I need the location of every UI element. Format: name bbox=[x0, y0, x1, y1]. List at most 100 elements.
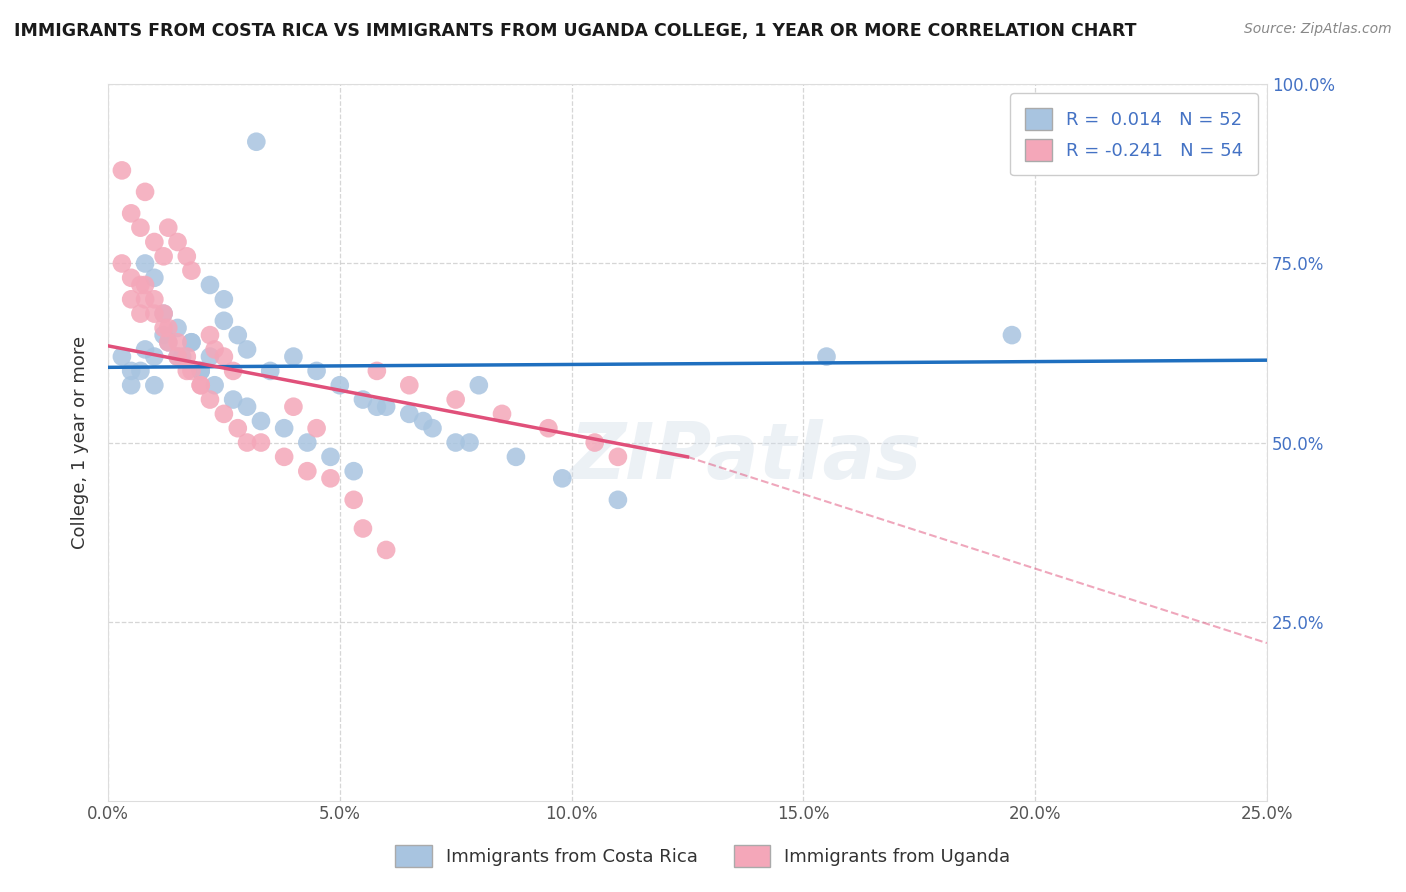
Point bbox=[273, 450, 295, 464]
Point bbox=[152, 321, 174, 335]
Point bbox=[157, 321, 180, 335]
Point bbox=[412, 414, 434, 428]
Point bbox=[157, 335, 180, 350]
Point bbox=[190, 378, 212, 392]
Point bbox=[180, 364, 202, 378]
Point bbox=[166, 335, 188, 350]
Point bbox=[305, 421, 328, 435]
Point bbox=[245, 135, 267, 149]
Point bbox=[172, 350, 194, 364]
Y-axis label: College, 1 year or more: College, 1 year or more bbox=[72, 336, 89, 549]
Point bbox=[366, 400, 388, 414]
Point bbox=[120, 270, 142, 285]
Point bbox=[166, 350, 188, 364]
Point bbox=[375, 543, 398, 558]
Point bbox=[204, 378, 226, 392]
Point bbox=[606, 450, 628, 464]
Point bbox=[120, 378, 142, 392]
Point bbox=[157, 335, 180, 350]
Point bbox=[444, 392, 467, 407]
Point bbox=[398, 407, 420, 421]
Point bbox=[366, 364, 388, 378]
Point bbox=[398, 378, 420, 392]
Point bbox=[129, 220, 152, 235]
Point bbox=[152, 328, 174, 343]
Point bbox=[283, 350, 305, 364]
Point bbox=[152, 307, 174, 321]
Point bbox=[134, 256, 156, 270]
Point bbox=[458, 435, 481, 450]
Point bbox=[157, 220, 180, 235]
Point bbox=[152, 249, 174, 263]
Point bbox=[343, 464, 366, 478]
Point bbox=[583, 435, 606, 450]
Point bbox=[143, 270, 166, 285]
Point bbox=[152, 307, 174, 321]
Point bbox=[491, 407, 513, 421]
Point bbox=[176, 350, 198, 364]
Point bbox=[329, 378, 352, 392]
Point bbox=[352, 521, 374, 535]
Point bbox=[222, 364, 245, 378]
Point bbox=[129, 364, 152, 378]
Point bbox=[551, 471, 574, 485]
Point bbox=[134, 277, 156, 292]
Point bbox=[422, 421, 444, 435]
Point bbox=[305, 364, 328, 378]
Point bbox=[190, 378, 212, 392]
Point bbox=[180, 335, 202, 350]
Point bbox=[236, 343, 259, 357]
Point bbox=[375, 400, 398, 414]
Point bbox=[111, 256, 134, 270]
Point bbox=[236, 435, 259, 450]
Point bbox=[212, 407, 235, 421]
Point bbox=[129, 277, 152, 292]
Point bbox=[198, 350, 221, 364]
Point bbox=[606, 492, 628, 507]
Point bbox=[505, 450, 527, 464]
Point bbox=[166, 350, 188, 364]
Point bbox=[134, 293, 156, 307]
Point bbox=[204, 343, 226, 357]
Text: Source: ZipAtlas.com: Source: ZipAtlas.com bbox=[1244, 22, 1392, 37]
Point bbox=[468, 378, 491, 392]
Point bbox=[212, 314, 235, 328]
Point bbox=[352, 392, 374, 407]
Point bbox=[143, 378, 166, 392]
Point bbox=[236, 400, 259, 414]
Point bbox=[283, 400, 305, 414]
Point bbox=[212, 293, 235, 307]
Point bbox=[297, 435, 319, 450]
Point bbox=[111, 163, 134, 178]
Legend: R =  0.014   N = 52, R = -0.241   N = 54: R = 0.014 N = 52, R = -0.241 N = 54 bbox=[1011, 94, 1258, 176]
Point bbox=[444, 435, 467, 450]
Point bbox=[297, 464, 319, 478]
Point bbox=[250, 435, 273, 450]
Point bbox=[319, 450, 342, 464]
Point bbox=[143, 350, 166, 364]
Point bbox=[319, 471, 342, 485]
Point bbox=[226, 421, 249, 435]
Point bbox=[537, 421, 560, 435]
Point bbox=[143, 307, 166, 321]
Point bbox=[198, 328, 221, 343]
Point bbox=[273, 421, 295, 435]
Point bbox=[198, 277, 221, 292]
Point bbox=[166, 235, 188, 249]
Point bbox=[180, 335, 202, 350]
Point bbox=[176, 364, 198, 378]
Point bbox=[815, 350, 838, 364]
Point bbox=[129, 307, 152, 321]
Point bbox=[134, 343, 156, 357]
Text: IMMIGRANTS FROM COSTA RICA VS IMMIGRANTS FROM UGANDA COLLEGE, 1 YEAR OR MORE COR: IMMIGRANTS FROM COSTA RICA VS IMMIGRANTS… bbox=[14, 22, 1136, 40]
Point bbox=[222, 392, 245, 407]
Text: ZIPatlas: ZIPatlas bbox=[569, 419, 921, 495]
Point bbox=[143, 293, 166, 307]
Point bbox=[198, 392, 221, 407]
Legend: Immigrants from Costa Rica, Immigrants from Uganda: Immigrants from Costa Rica, Immigrants f… bbox=[388, 838, 1018, 874]
Point bbox=[190, 364, 212, 378]
Point bbox=[176, 249, 198, 263]
Point bbox=[120, 293, 142, 307]
Point bbox=[190, 364, 212, 378]
Point bbox=[1001, 328, 1024, 343]
